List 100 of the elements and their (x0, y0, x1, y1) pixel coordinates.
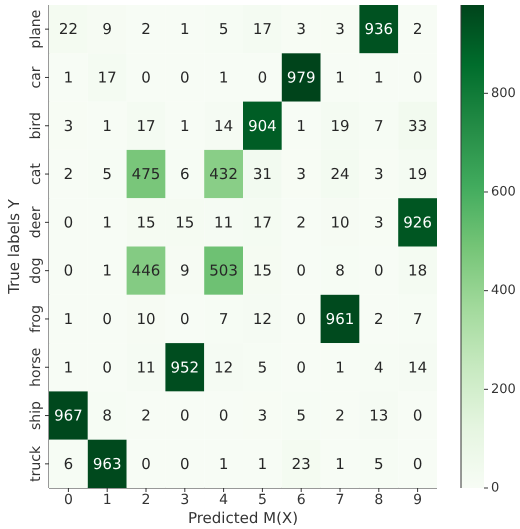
data-label: 3 (374, 213, 384, 232)
data-label: 1 (102, 262, 112, 280)
data-label: 0 (64, 213, 74, 232)
data-label: 3 (335, 20, 345, 38)
data-label: 0 (412, 406, 422, 425)
x-tick-label: 1 (102, 492, 112, 508)
data-label: 1 (180, 20, 190, 38)
data-label: 2 (141, 406, 151, 425)
data-label: 2 (141, 20, 151, 38)
data-label: 3 (374, 165, 384, 184)
color-bar-label: 0 (491, 480, 500, 496)
y-tick-label: deer (28, 206, 44, 238)
data-label: 7 (412, 310, 422, 328)
data-label: 0 (102, 358, 112, 376)
y-axis-title: True labels Y (5, 198, 23, 295)
y-tick-label: ship (28, 400, 44, 430)
data-label: 5 (218, 20, 228, 38)
data-label: 6 (64, 454, 74, 473)
data-label: 33 (408, 116, 428, 135)
data-label: 2 (412, 20, 422, 38)
data-label: 3 (296, 20, 306, 38)
data-label: 12 (252, 310, 272, 328)
data-label: 11 (214, 213, 234, 232)
data-label: 446 (132, 262, 160, 280)
data-label: 0 (258, 68, 268, 86)
data-label: 12 (214, 358, 234, 376)
data-label: 0 (180, 406, 190, 425)
data-label: 0 (296, 262, 306, 280)
x-tick-label: 5 (258, 492, 267, 508)
y-tick-label: cat (28, 162, 44, 185)
data-label: 1 (64, 310, 74, 328)
data-label: 13 (369, 406, 388, 425)
data-label: 22 (58, 20, 78, 38)
data-label: 0 (296, 310, 306, 328)
data-label: 8 (335, 262, 345, 280)
data-label: 952 (170, 358, 200, 376)
data-label: 0 (180, 310, 190, 328)
data-label: 967 (54, 406, 83, 425)
data-label: 17 (252, 213, 272, 232)
data-label: 5 (258, 358, 268, 376)
data-label: 5 (102, 165, 112, 184)
data-label: 6 (180, 165, 190, 184)
data-label: 1 (335, 68, 345, 86)
data-label: 0 (412, 68, 422, 86)
data-label: 10 (330, 213, 350, 232)
data-label: 14 (408, 358, 428, 376)
x-tick-label: 0 (64, 492, 73, 508)
data-label: 2 (296, 213, 306, 232)
data-label: 9 (180, 262, 190, 280)
x-axis-title: Predicted M(X) (188, 509, 298, 527)
data-label: 3 (258, 406, 268, 425)
data-label: 1 (258, 454, 268, 473)
color-bar-label: 200 (491, 382, 516, 397)
x-tick-label: 3 (180, 492, 190, 508)
color-bar-label: 400 (491, 283, 516, 298)
y-tick-label: horse (28, 348, 44, 387)
data-label: 1 (335, 358, 345, 376)
data-label: 0 (141, 68, 151, 86)
y-tick-label: dog (28, 257, 44, 284)
data-label: 0 (141, 454, 151, 473)
data-label: 24 (330, 165, 350, 184)
data-label: 1 (102, 213, 112, 232)
data-label: 1 (64, 358, 74, 376)
color-bar-label: 600 (491, 184, 516, 200)
data-label: 15 (252, 262, 272, 280)
y-tick-label: frog (28, 305, 44, 333)
y-tick-label: plane (28, 10, 44, 49)
color-bar-label: 800 (491, 86, 516, 101)
data-label: 475 (132, 165, 160, 184)
x-tick-label: 6 (296, 492, 306, 508)
data-label: 4 (374, 358, 384, 376)
data-label: 19 (408, 165, 428, 184)
data-label: 926 (403, 213, 432, 232)
data-label: 1 (218, 68, 228, 86)
data-label: 15 (175, 213, 194, 232)
data-label: 5 (374, 454, 384, 473)
data-label: 1 (335, 454, 345, 473)
data-label: 936 (364, 20, 394, 38)
x-tick-label: 4 (219, 492, 228, 508)
data-label: 1 (102, 116, 112, 135)
data-label: 0 (180, 68, 190, 86)
data-label: 8 (102, 406, 112, 425)
data-label: 1 (64, 68, 74, 86)
data-label: 1 (180, 116, 190, 135)
data-label: 1 (218, 454, 228, 473)
x-tick-label: 2 (142, 492, 150, 508)
data-label: 17 (136, 116, 156, 135)
data-label: 2 (64, 165, 74, 184)
data-label: 7 (374, 116, 384, 135)
data-label: 963 (92, 454, 122, 473)
data-label: 0 (102, 310, 112, 328)
data-label: 10 (136, 310, 156, 328)
y-tick-label: car (28, 66, 44, 88)
data-label: 0 (218, 406, 228, 425)
data-label: 2 (335, 406, 345, 425)
x-tick-label: 9 (413, 492, 422, 508)
data-label: 14 (214, 116, 234, 135)
data-label: 0 (374, 262, 384, 280)
data-label: 0 (296, 358, 306, 376)
data-label: 0 (64, 262, 74, 280)
